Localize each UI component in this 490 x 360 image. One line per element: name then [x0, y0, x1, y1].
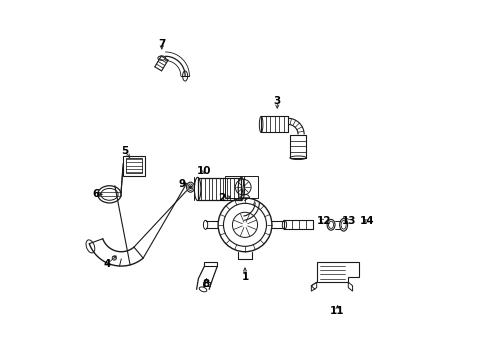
- Text: 11: 11: [330, 306, 345, 316]
- Circle shape: [189, 186, 192, 189]
- Text: 10: 10: [196, 166, 211, 176]
- Text: 1: 1: [242, 272, 248, 282]
- Text: 8: 8: [202, 279, 209, 289]
- Text: 5: 5: [121, 146, 128, 156]
- Text: 4: 4: [103, 259, 111, 269]
- Text: 13: 13: [342, 216, 356, 226]
- Text: 14: 14: [360, 216, 374, 226]
- Text: 2: 2: [218, 193, 225, 203]
- Text: 6: 6: [93, 189, 100, 199]
- Text: 3: 3: [273, 96, 281, 106]
- Text: 7: 7: [158, 39, 166, 49]
- Text: 9: 9: [179, 179, 186, 189]
- Text: 12: 12: [317, 216, 331, 226]
